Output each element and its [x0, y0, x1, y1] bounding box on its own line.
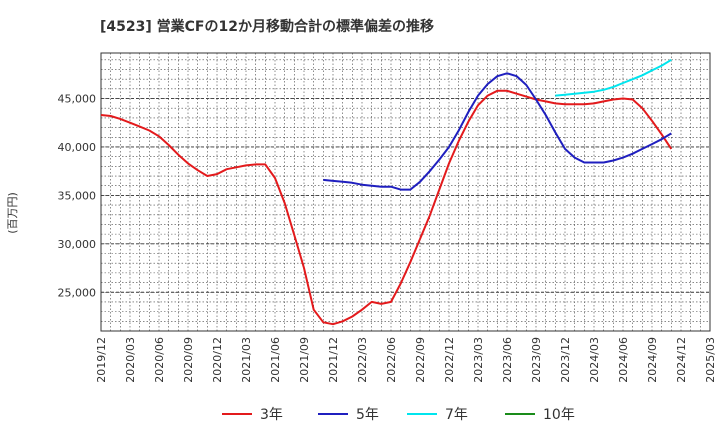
series-line-3年: [100, 89, 673, 326]
y-tick-label: 30,000: [58, 238, 97, 251]
series-line-5年: [323, 72, 672, 191]
x-tick-label: 2022/09: [414, 337, 427, 383]
legend-label: 10年: [543, 407, 575, 423]
x-tick-label: 2020/06: [153, 337, 166, 383]
x-tick-label: 2024/12: [675, 337, 688, 383]
y-tick-label: 45,000: [58, 93, 97, 106]
y-axis-label: (百万円): [6, 192, 19, 234]
chart-title: [4523] 営業CFの12か月移動合計の標準偏差の推移: [100, 18, 434, 35]
x-tick-label: 2021/12: [327, 337, 340, 383]
x-tick-label: 2024/09: [646, 337, 659, 383]
x-tick-label: 2020/09: [182, 337, 195, 383]
x-tick-label: 2023/12: [559, 337, 572, 383]
x-tick-label: 2022/06: [385, 337, 398, 383]
chart-legend: 3年 5年 7年 10年: [222, 407, 575, 423]
x-tick-label: 2020/03: [124, 337, 137, 383]
y-tick-label: 35,000: [58, 189, 97, 202]
y-tick-label: 40,000: [58, 141, 97, 154]
plot-frame: [100, 52, 711, 332]
x-tick-label: 2021/09: [298, 337, 311, 383]
x-tick-label: 2025/03: [704, 337, 717, 383]
x-tick-label: 2022/03: [356, 337, 369, 383]
x-tick-label: 2023/03: [472, 337, 485, 383]
x-tick-label: 2024/06: [617, 337, 630, 383]
x-tick-label: 2021/06: [269, 337, 282, 383]
legend-label: 3年: [260, 407, 283, 423]
series-layer: [100, 58, 673, 326]
plot-area: [101, 53, 710, 331]
x-tick-label: 2019/12: [95, 337, 108, 383]
x-tick-label: 2022/12: [443, 337, 456, 383]
axis-layer: 25,000 30,000 35,000 40,000 45,000 2019/12 202…: [58, 52, 717, 383]
y-tick-label: 25,000: [58, 286, 97, 299]
legend-label: 7年: [445, 407, 468, 423]
x-tick-label: 2023/09: [530, 337, 543, 383]
legend-label: 5年: [356, 407, 379, 423]
x-tick-label: 2023/06: [501, 337, 514, 383]
x-tick-label: 2021/03: [240, 337, 253, 383]
series-line-7年: [555, 58, 672, 97]
grid-layer: [100, 53, 711, 331]
x-tick-label: 2020/12: [211, 337, 224, 383]
x-tick-label: 2024/03: [588, 337, 601, 383]
